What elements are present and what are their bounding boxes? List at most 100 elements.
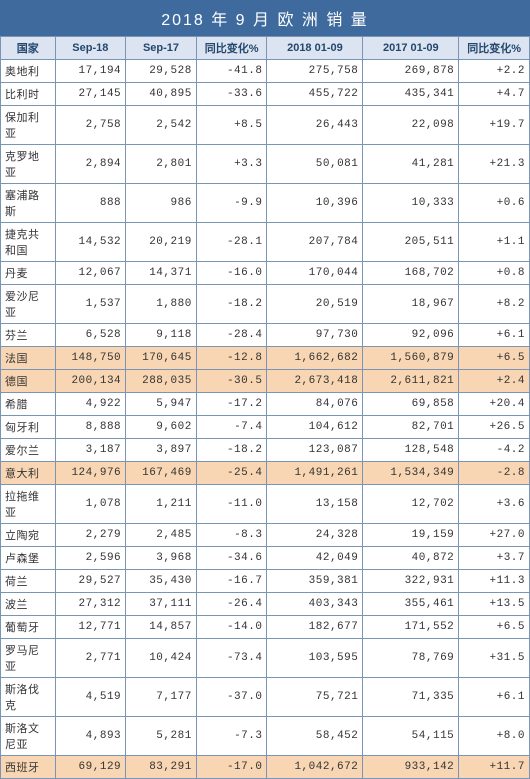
- country-cell: 丹麦: [1, 262, 56, 285]
- value-cell: -7.4: [196, 416, 267, 439]
- country-cell: 保加利亚: [1, 106, 56, 145]
- table-row: 奥地利17,19429,528-41.8275,758269,878+2.2: [1, 60, 530, 83]
- country-cell: 葡萄牙: [1, 616, 56, 639]
- value-cell: 170,044: [267, 262, 363, 285]
- value-cell: 2,542: [126, 106, 197, 145]
- value-cell: 14,532: [55, 223, 126, 262]
- value-cell: 35,430: [126, 570, 197, 593]
- table-row: 塞浦路斯888986-9.910,39610,333+0.6: [1, 184, 530, 223]
- value-cell: +8.0: [459, 717, 530, 756]
- value-cell: 40,872: [363, 547, 459, 570]
- col-header-4: 2018 01-09: [267, 37, 363, 60]
- value-cell: 1,491,261: [267, 462, 363, 485]
- value-cell: 207,784: [267, 223, 363, 262]
- value-cell: 20,519: [267, 285, 363, 324]
- country-cell: 斯洛伐克: [1, 678, 56, 717]
- country-cell: 德国: [1, 370, 56, 393]
- value-cell: 54,115: [363, 717, 459, 756]
- value-cell: 1,042,672: [267, 756, 363, 779]
- table-row: 希腊4,9225,947-17.284,07669,858+20.4: [1, 393, 530, 416]
- country-cell: 罗马尼亚: [1, 639, 56, 678]
- value-cell: 3,187: [55, 439, 126, 462]
- country-cell: 匈牙利: [1, 416, 56, 439]
- value-cell: 2,279: [55, 524, 126, 547]
- value-cell: +6.1: [459, 324, 530, 347]
- value-cell: 171,552: [363, 616, 459, 639]
- value-cell: 14,857: [126, 616, 197, 639]
- value-cell: 2,894: [55, 145, 126, 184]
- value-cell: 9,118: [126, 324, 197, 347]
- value-cell: 50,081: [267, 145, 363, 184]
- value-cell: 2,801: [126, 145, 197, 184]
- table-row: 法国148,750170,645-12.81,662,6821,560,879+…: [1, 347, 530, 370]
- value-cell: 403,343: [267, 593, 363, 616]
- value-cell: 355,461: [363, 593, 459, 616]
- table-row: 保加利亚2,7582,542+8.526,44322,098+19.7: [1, 106, 530, 145]
- value-cell: 986: [126, 184, 197, 223]
- value-cell: 455,722: [267, 83, 363, 106]
- value-cell: 104,612: [267, 416, 363, 439]
- value-cell: +31.5: [459, 639, 530, 678]
- country-cell: 荷兰: [1, 570, 56, 593]
- value-cell: 2,673,418: [267, 370, 363, 393]
- table-row: 斯洛伐克4,5197,177-37.075,72171,335+6.1: [1, 678, 530, 717]
- value-cell: 41,281: [363, 145, 459, 184]
- value-cell: 1,662,682: [267, 347, 363, 370]
- value-cell: +8.2: [459, 285, 530, 324]
- country-cell: 意大利: [1, 462, 56, 485]
- value-cell: +6.5: [459, 347, 530, 370]
- value-cell: +6.5: [459, 616, 530, 639]
- value-cell: 13,158: [267, 485, 363, 524]
- value-cell: -25.4: [196, 462, 267, 485]
- value-cell: 10,333: [363, 184, 459, 223]
- value-cell: 37,111: [126, 593, 197, 616]
- value-cell: 123,087: [267, 439, 363, 462]
- value-cell: -17.2: [196, 393, 267, 416]
- value-cell: 4,922: [55, 393, 126, 416]
- value-cell: -41.8: [196, 60, 267, 83]
- country-cell: 斯洛文尼亚: [1, 717, 56, 756]
- value-cell: +0.8: [459, 262, 530, 285]
- value-cell: 42,049: [267, 547, 363, 570]
- table-row: 葡萄牙12,77114,857-14.0182,677171,552+6.5: [1, 616, 530, 639]
- value-cell: +6.1: [459, 678, 530, 717]
- table-row: 捷克共和国14,53220,219-28.1207,784205,511+1.1: [1, 223, 530, 262]
- value-cell: 3,968: [126, 547, 197, 570]
- value-cell: 124,976: [55, 462, 126, 485]
- table-row: 西班牙69,12983,291-17.01,042,672933,142+11.…: [1, 756, 530, 779]
- value-cell: -33.6: [196, 83, 267, 106]
- value-cell: 182,677: [267, 616, 363, 639]
- value-cell: 84,076: [267, 393, 363, 416]
- table-row: 罗马尼亚2,77110,424-73.4103,59578,769+31.5: [1, 639, 530, 678]
- value-cell: 435,341: [363, 83, 459, 106]
- country-cell: 克罗地亚: [1, 145, 56, 184]
- value-cell: -11.0: [196, 485, 267, 524]
- value-cell: 71,335: [363, 678, 459, 717]
- value-cell: 27,145: [55, 83, 126, 106]
- value-cell: 4,519: [55, 678, 126, 717]
- value-cell: -73.4: [196, 639, 267, 678]
- value-cell: 92,096: [363, 324, 459, 347]
- value-cell: 5,281: [126, 717, 197, 756]
- value-cell: -17.0: [196, 756, 267, 779]
- col-header-6: 同比变化%: [459, 37, 530, 60]
- country-cell: 爱沙尼亚: [1, 285, 56, 324]
- value-cell: -14.0: [196, 616, 267, 639]
- value-cell: 14,371: [126, 262, 197, 285]
- value-cell: -4.2: [459, 439, 530, 462]
- country-cell: 捷克共和国: [1, 223, 56, 262]
- value-cell: +4.7: [459, 83, 530, 106]
- value-cell: 288,035: [126, 370, 197, 393]
- table-row: 芬兰6,5289,118-28.497,73092,096+6.1: [1, 324, 530, 347]
- value-cell: 19,159: [363, 524, 459, 547]
- value-cell: +19.7: [459, 106, 530, 145]
- value-cell: 205,511: [363, 223, 459, 262]
- value-cell: 17,194: [55, 60, 126, 83]
- value-cell: 168,702: [363, 262, 459, 285]
- value-cell: +3.3: [196, 145, 267, 184]
- value-cell: -28.1: [196, 223, 267, 262]
- value-cell: 83,291: [126, 756, 197, 779]
- country-cell: 卢森堡: [1, 547, 56, 570]
- sales-table: 国家Sep-18Sep-17同比变化%2018 01-092017 01-09同…: [0, 36, 530, 779]
- value-cell: 322,931: [363, 570, 459, 593]
